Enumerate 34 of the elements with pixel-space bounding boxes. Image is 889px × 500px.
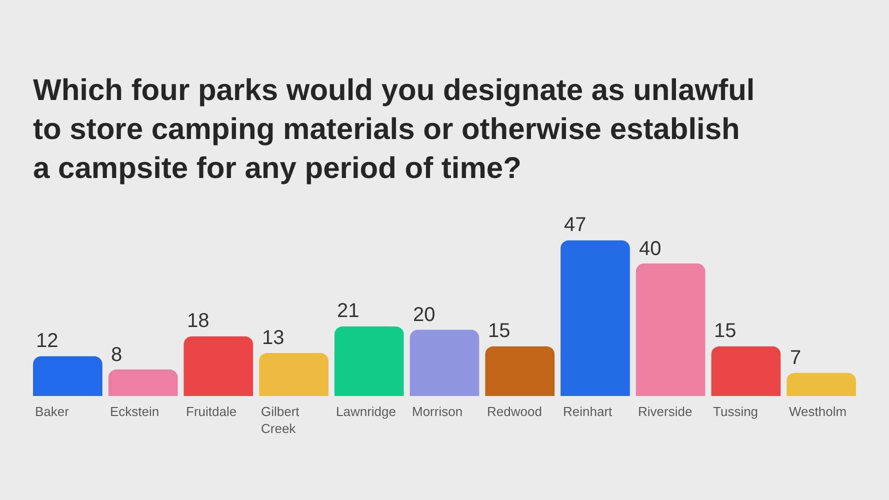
bar: [334, 326, 404, 396]
bar: [636, 264, 706, 396]
x-tick-label: Reinhart: [563, 404, 613, 419]
data-label: 15: [488, 320, 510, 342]
data-label: 20: [413, 304, 436, 326]
bar: [108, 370, 178, 396]
x-tick-label: Westholm: [789, 404, 847, 419]
x-tick-label: Eckstein: [110, 404, 160, 419]
x-tick-label: Riverside: [638, 404, 692, 419]
chart-title: Which four parks would you designate as unlawful to store camping materials or otherwise establish a campsite for any period of time?: [33, 74, 755, 185]
x-tick-label: Lawnridge: [336, 404, 396, 419]
x-tick-label: Morrison: [412, 404, 463, 419]
bar: [259, 352, 328, 396]
x-tick-label: Gilbert Creek: [261, 404, 300, 436]
bar: [711, 346, 781, 396]
data-label: 8: [111, 344, 122, 366]
data-label: 47: [564, 214, 586, 236]
bar: [184, 336, 254, 396]
x-tick-label: Baker: [35, 404, 70, 419]
data-label: 18: [187, 310, 210, 332]
bar: [33, 356, 102, 396]
x-tick-label: Fruitdale: [186, 404, 237, 419]
bar: [410, 330, 480, 396]
data-label: 12: [36, 330, 58, 352]
data-label: 13: [262, 327, 284, 349]
bar: [485, 346, 555, 396]
x-tick-label: Redwood: [487, 404, 542, 419]
bar: [786, 372, 856, 396]
data-label: 15: [714, 320, 736, 342]
data-label: 40: [639, 238, 662, 260]
data-label: 7: [790, 347, 802, 369]
x-tick-label: Tussing: [713, 404, 758, 419]
bar: [560, 240, 630, 396]
data-label: 21: [337, 300, 360, 322]
